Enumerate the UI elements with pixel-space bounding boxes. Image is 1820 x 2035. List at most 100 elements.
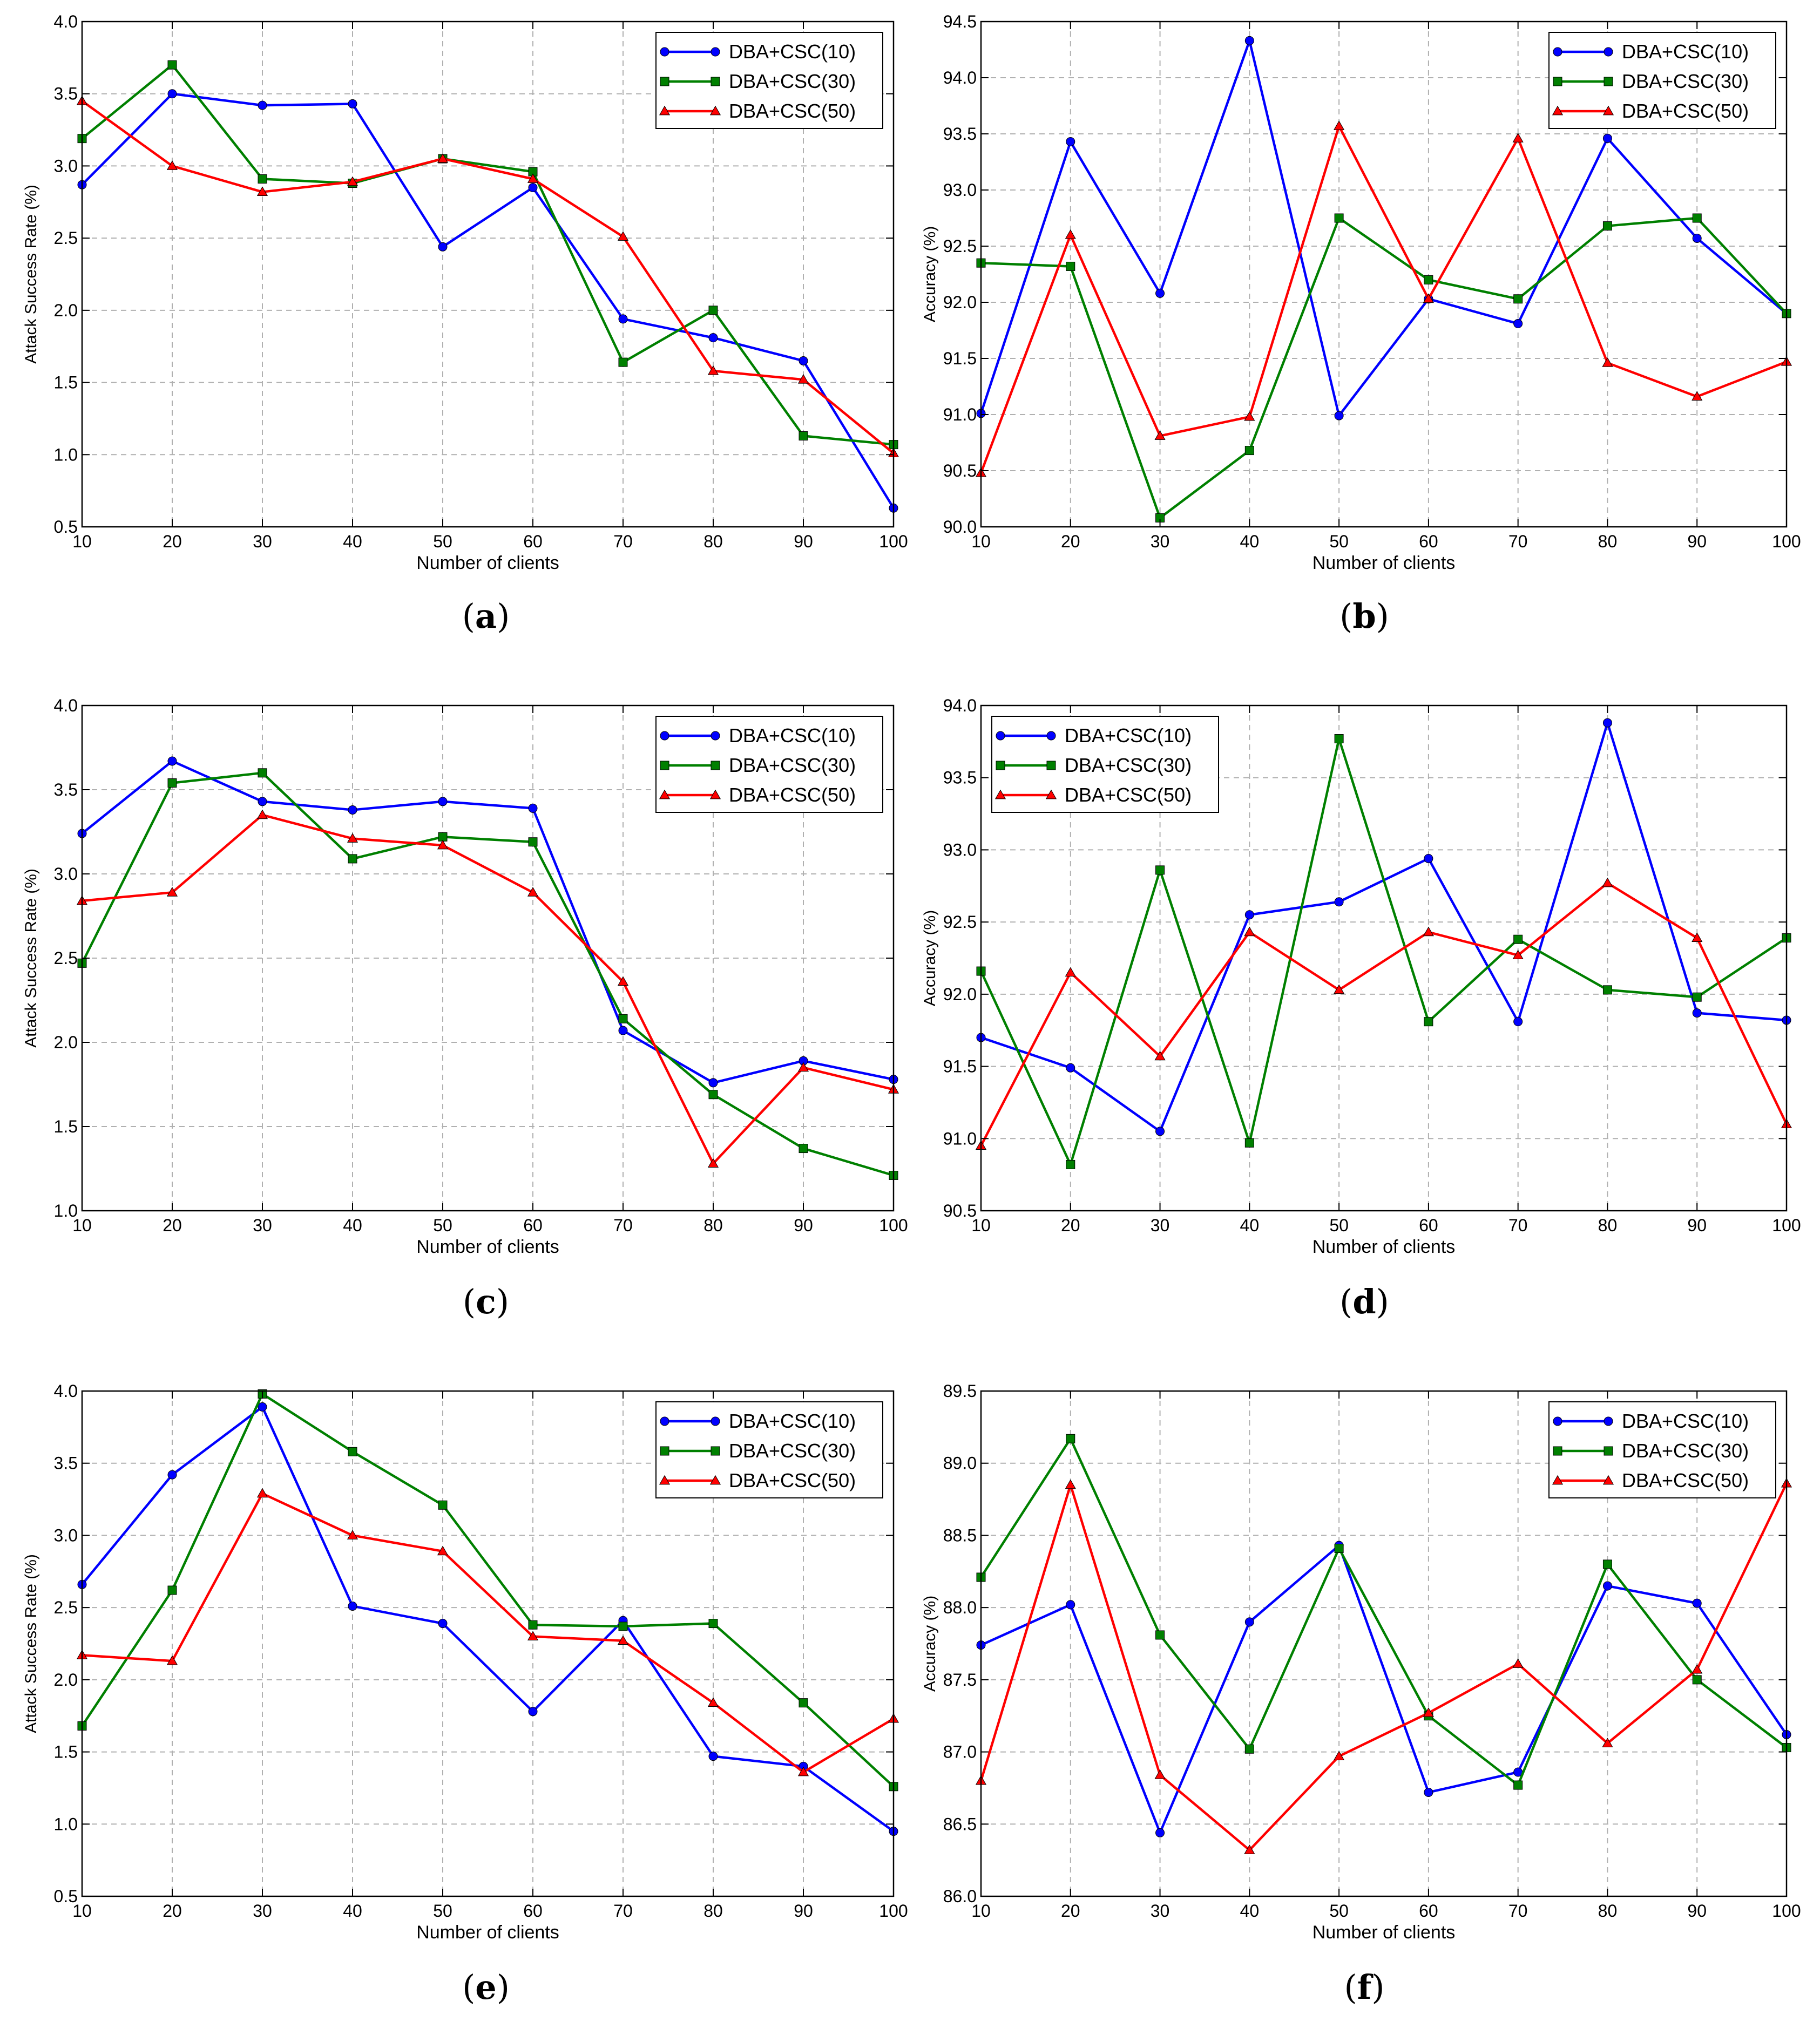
data-point <box>1602 1738 1613 1747</box>
chart-f-plot: 10 20 30 40 50 60 70 80 90 100 86.0 86.5 87.0 87.5 88.… <box>921 1381 1801 1943</box>
series-line <box>81 92 895 509</box>
data-point <box>1065 1479 1076 1489</box>
plot-frame <box>980 704 1788 1212</box>
legend-label: DBA+CSC(50) <box>729 784 856 806</box>
y-axis-label: Accuracy (%) <box>921 1596 939 1692</box>
data-point <box>1423 1707 1434 1717</box>
series-dba-csc-30- <box>77 768 898 1180</box>
legend-label: DBA+CSC(10) <box>729 724 856 747</box>
legend-label: DBA+CSC(10) <box>729 1410 856 1432</box>
x-tick-label: 70 <box>613 532 633 551</box>
data-point <box>1602 1559 1612 1569</box>
y-tick-label: 91.0 <box>943 1129 977 1148</box>
x-tick-label: 40 <box>343 1216 362 1235</box>
x-tick-label: 60 <box>523 1901 543 1921</box>
data-point <box>1692 1598 1702 1608</box>
data-point <box>1692 391 1703 401</box>
series-line <box>979 1483 1788 1851</box>
x-tick-label: 70 <box>1508 1901 1528 1921</box>
x-tick-label: 80 <box>1598 532 1618 551</box>
x-axis-label: Number of clients <box>1312 553 1456 573</box>
data-point <box>618 1622 628 1631</box>
x-axis-label: Number of clients <box>1312 1922 1456 1943</box>
data-point <box>1066 137 1075 147</box>
x-tick-label: 80 <box>703 1216 723 1235</box>
x-axis-label: Number of clients <box>416 1922 559 1943</box>
data-point <box>1602 221 1612 231</box>
y-tick-label: 3.0 <box>54 156 78 175</box>
y-axis-label: Attack Success Rate (%) <box>22 1554 40 1733</box>
series-dba-csc-30- <box>976 1434 1791 1790</box>
data-point <box>1065 967 1076 977</box>
y-tick-label: 3.5 <box>54 84 78 104</box>
series-line <box>979 737 1788 1166</box>
x-tick-label: 70 <box>613 1901 633 1921</box>
series-line <box>979 125 1787 473</box>
data-point <box>707 1158 719 1168</box>
legend-label: DBA+CSC(50) <box>1622 100 1749 122</box>
x-tick-label: 40 <box>1240 1216 1260 1235</box>
data-point <box>1334 1543 1344 1553</box>
x-tick-label: 60 <box>523 532 543 551</box>
data-point <box>1066 261 1075 271</box>
data-point <box>438 1500 448 1510</box>
y-tick-label: 4.0 <box>54 12 78 31</box>
data-point <box>167 1585 177 1595</box>
data-point <box>708 1619 718 1629</box>
caption-f: (f) <box>1344 1968 1385 2007</box>
data-point <box>167 60 177 70</box>
x-tick-label: 10 <box>971 532 991 551</box>
legend-label: DBA+CSC(50) <box>729 1469 856 1491</box>
legend: DBA+CSC(10) DBA+CSC(30) DBA+CSC(50) <box>1548 1401 1776 1498</box>
data-point <box>1154 1050 1166 1061</box>
caption-a: (a) <box>462 596 510 636</box>
legend-marker <box>660 1446 669 1456</box>
y-tick-label: 86.5 <box>943 1814 977 1834</box>
data-point <box>1423 293 1434 303</box>
data-point <box>1512 1658 1524 1668</box>
data-point <box>528 803 538 813</box>
chart-c-plot: 10 20 30 40 50 60 70 80 90 100 1.0 1.5 2.0 2.5 3.0 3.5 4… <box>22 696 908 1257</box>
y-tick-label: 92.0 <box>943 985 977 1004</box>
legend-marker <box>1604 77 1613 86</box>
legend-label: DBA+CSC(50) <box>1065 784 1192 806</box>
legend-marker <box>711 1446 720 1456</box>
data-point <box>1066 1434 1075 1443</box>
legend-marker <box>660 77 669 86</box>
y-tick-label: 87.5 <box>943 1670 977 1690</box>
data-point <box>528 837 538 847</box>
data-point <box>1692 233 1702 243</box>
x-tick-label: 100 <box>879 532 908 551</box>
legend-marker <box>659 105 671 116</box>
x-tick-label: 60 <box>1419 1901 1438 1921</box>
data-point <box>1602 357 1613 367</box>
data-point <box>1513 1780 1523 1790</box>
data-point <box>1692 992 1702 1002</box>
x-tick-label: 90 <box>794 532 813 551</box>
x-axis-label: Number of clients <box>416 553 559 573</box>
data-point <box>1154 1769 1166 1779</box>
legend: DBA+CSC(10) DBA+CSC(30) DBA+CSC(50) <box>655 716 883 813</box>
caption-d: (d) <box>1339 1282 1389 1321</box>
data-point <box>618 1014 628 1023</box>
series-line <box>81 1406 895 1833</box>
y-tick-label: 90.0 <box>943 517 977 537</box>
x-tick-label: 50 <box>433 1216 452 1235</box>
y-tick-label: 93.5 <box>943 124 977 144</box>
data-point <box>527 1631 539 1641</box>
x-tick-label: 20 <box>1061 1216 1080 1235</box>
data-point <box>1066 1600 1075 1610</box>
y-tick-label: 1.5 <box>54 373 78 392</box>
x-tick-label: 10 <box>971 1216 991 1235</box>
legend-marker <box>660 47 669 57</box>
x-tick-label: 60 <box>523 1216 543 1235</box>
series-dba-csc-30- <box>976 213 1791 523</box>
x-tick-label: 80 <box>703 1901 723 1921</box>
legend-marker <box>709 789 721 799</box>
y-tick-label: 94.0 <box>943 68 977 87</box>
data-point <box>528 1620 538 1630</box>
data-point <box>1424 1787 1433 1797</box>
caption-b: (b) <box>1339 596 1389 636</box>
x-tick-label: 30 <box>1151 1216 1170 1235</box>
data-point <box>617 976 629 986</box>
